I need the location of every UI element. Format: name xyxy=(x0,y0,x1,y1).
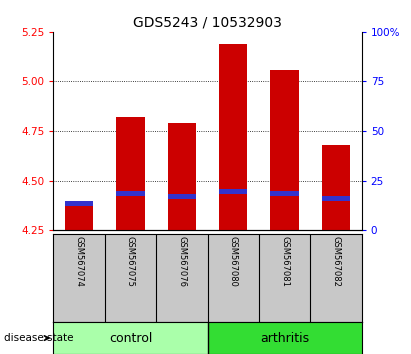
Bar xyxy=(168,194,196,199)
Bar xyxy=(65,201,93,206)
Bar xyxy=(116,191,145,196)
Bar xyxy=(116,117,145,230)
Text: control: control xyxy=(109,332,152,344)
Bar xyxy=(219,44,247,230)
Bar xyxy=(168,123,196,230)
Bar xyxy=(53,322,208,354)
Bar xyxy=(322,145,350,230)
Bar xyxy=(270,69,299,230)
Bar xyxy=(65,206,93,230)
Text: GSM567081: GSM567081 xyxy=(280,236,289,287)
Text: GSM567074: GSM567074 xyxy=(75,236,83,287)
Title: GDS5243 / 10532903: GDS5243 / 10532903 xyxy=(133,15,282,29)
Text: GSM567082: GSM567082 xyxy=(332,236,340,287)
Text: GSM567075: GSM567075 xyxy=(126,236,135,287)
Bar xyxy=(270,191,299,196)
Text: GSM567080: GSM567080 xyxy=(229,236,238,287)
Text: disease state: disease state xyxy=(4,333,74,343)
Bar xyxy=(219,189,247,194)
Text: arthritis: arthritis xyxy=(260,332,309,344)
Text: GSM567076: GSM567076 xyxy=(178,236,186,287)
Bar xyxy=(208,322,362,354)
Bar xyxy=(322,196,350,201)
